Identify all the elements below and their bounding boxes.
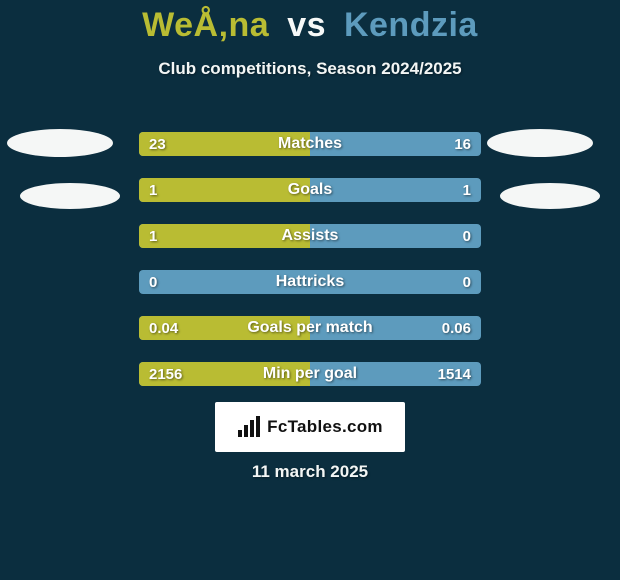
stat-row: Goals11 <box>139 178 481 202</box>
stat-row: Matches2316 <box>139 132 481 156</box>
brand-badge: FcTables.com <box>215 402 405 452</box>
player-placeholder-ellipse <box>500 183 600 209</box>
bars-chart-icon <box>237 416 261 438</box>
stat-bar-right <box>310 132 429 156</box>
player-placeholder-ellipse <box>7 129 113 157</box>
stat-bar-left <box>139 224 310 248</box>
stat-bar-left <box>139 132 310 156</box>
title-player-right: Kendzia <box>344 6 478 44</box>
player-placeholder-ellipse <box>20 183 120 209</box>
subtitle: Club competitions, Season 2024/2025 <box>0 59 620 79</box>
stat-bar-left <box>139 178 310 202</box>
stat-row: Goals per match0.040.06 <box>139 316 481 340</box>
stat-bar-left <box>139 362 310 386</box>
stat-bar-right <box>310 224 398 248</box>
stat-row: Min per goal21561514 <box>139 362 481 386</box>
comparison-date: 11 march 2025 <box>0 462 620 482</box>
stat-row: Hattricks00 <box>139 270 481 294</box>
title-player-left: WeÅ‚na <box>142 6 269 44</box>
stat-bar-left <box>139 316 310 340</box>
stat-row: Assists10 <box>139 224 481 248</box>
page-title: WeÅ‚na vs Kendzia <box>0 6 620 45</box>
comparison-rows: Matches2316 Goals11 Assists10 Hattricks00 Go… <box>139 132 481 408</box>
brand-text: FcTables.com <box>267 417 383 437</box>
title-vs: vs <box>287 6 326 44</box>
player-placeholder-ellipse <box>487 129 593 157</box>
